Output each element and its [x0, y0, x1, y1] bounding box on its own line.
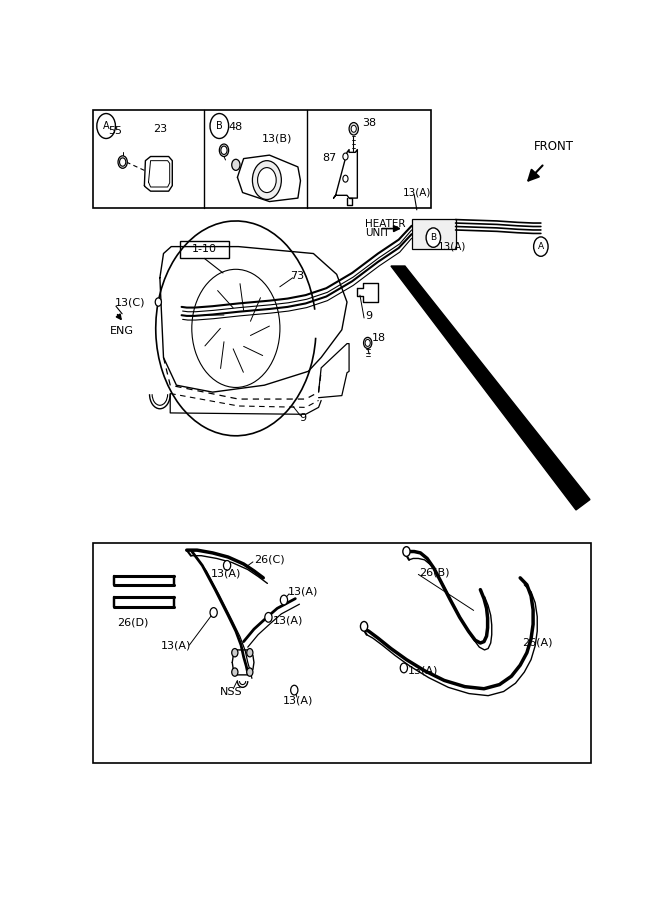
Text: 48: 48 — [228, 122, 242, 132]
Circle shape — [360, 622, 368, 631]
Text: 87: 87 — [322, 153, 336, 163]
Text: 13(A): 13(A) — [438, 241, 466, 252]
Circle shape — [223, 561, 231, 571]
Circle shape — [426, 228, 441, 248]
Circle shape — [231, 649, 238, 657]
Circle shape — [210, 113, 229, 139]
Circle shape — [365, 339, 370, 346]
Text: A: A — [538, 242, 544, 251]
Circle shape — [291, 685, 298, 695]
Circle shape — [97, 113, 115, 139]
Bar — [93, 544, 591, 763]
Circle shape — [252, 161, 281, 200]
Text: 73: 73 — [290, 271, 304, 281]
Text: 26(D): 26(D) — [117, 617, 148, 627]
Text: ENG: ENG — [110, 326, 134, 336]
Circle shape — [231, 159, 240, 170]
Circle shape — [118, 156, 127, 168]
Text: 55: 55 — [108, 126, 122, 136]
Text: 9: 9 — [365, 310, 372, 321]
Circle shape — [247, 649, 253, 657]
Text: 1-10: 1-10 — [192, 245, 217, 255]
Circle shape — [247, 668, 253, 676]
Circle shape — [219, 144, 229, 157]
Circle shape — [534, 237, 548, 256]
Circle shape — [257, 167, 276, 193]
Text: 9: 9 — [299, 413, 307, 423]
Polygon shape — [391, 266, 590, 510]
Circle shape — [210, 608, 217, 617]
Circle shape — [364, 338, 372, 348]
Circle shape — [400, 663, 408, 673]
Circle shape — [221, 146, 227, 155]
Text: 13(A): 13(A) — [283, 696, 313, 706]
Text: 13(A): 13(A) — [402, 187, 431, 197]
Text: 13(A): 13(A) — [161, 640, 191, 650]
Text: B: B — [430, 233, 436, 242]
Circle shape — [343, 176, 348, 182]
Text: 26(C): 26(C) — [254, 554, 285, 565]
Text: UNIT: UNIT — [365, 228, 390, 238]
Circle shape — [265, 613, 272, 622]
Text: 13(A): 13(A) — [211, 569, 241, 579]
Circle shape — [351, 125, 356, 132]
Text: 13(C): 13(C) — [115, 297, 145, 307]
Circle shape — [403, 546, 410, 556]
Text: 26(A): 26(A) — [522, 638, 552, 648]
Text: 26(B): 26(B) — [420, 567, 450, 577]
Bar — [179, 241, 229, 258]
Text: 13(B): 13(B) — [261, 133, 292, 143]
Text: NSS: NSS — [219, 687, 242, 697]
Circle shape — [119, 158, 126, 166]
Text: A: A — [103, 121, 109, 131]
Circle shape — [343, 153, 348, 160]
Bar — [412, 219, 456, 248]
Circle shape — [349, 122, 358, 135]
Text: 18: 18 — [372, 333, 386, 343]
Text: B: B — [216, 121, 223, 131]
Text: 13(A): 13(A) — [287, 587, 318, 597]
Circle shape — [155, 298, 161, 306]
Bar — [93, 110, 431, 208]
Text: 23: 23 — [153, 124, 167, 134]
Circle shape — [231, 668, 238, 676]
Text: 13(A): 13(A) — [408, 666, 438, 676]
Text: HEATER: HEATER — [365, 220, 406, 230]
Text: FRONT: FRONT — [534, 140, 574, 153]
Text: 13(A): 13(A) — [273, 616, 303, 625]
Text: 38: 38 — [363, 118, 377, 128]
Circle shape — [280, 595, 287, 605]
